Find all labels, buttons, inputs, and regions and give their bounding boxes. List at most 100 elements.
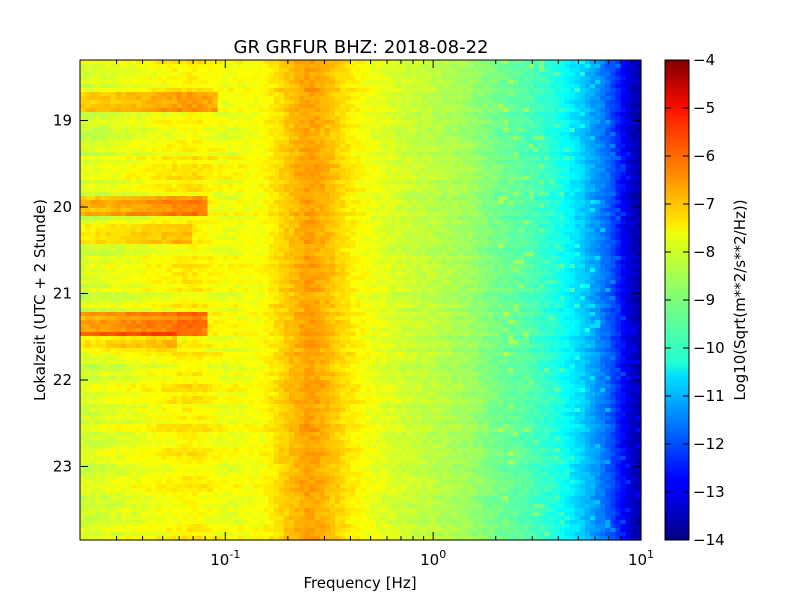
heatmap-cell: [350, 204, 356, 209]
heatmap-cell: [192, 160, 198, 165]
heatmap-cell: [416, 212, 423, 217]
heatmap-cell: [416, 168, 423, 173]
heatmap-cell: [258, 88, 265, 93]
heatmap-cell: [380, 144, 387, 149]
heatmap-cell: [171, 88, 178, 93]
heatmap-cell: [533, 236, 540, 241]
heatmap-cell: [564, 116, 571, 121]
heatmap-cell: [610, 112, 617, 117]
heatmap-cell: [299, 76, 305, 81]
heatmap-cell: [233, 128, 239, 133]
heatmap-cell: [258, 212, 265, 217]
heatmap-cell: [595, 68, 601, 73]
heatmap-cell: [528, 84, 535, 89]
heatmap-cell: [233, 144, 239, 149]
heatmap-cell: [605, 116, 611, 121]
heatmap-cell: [238, 168, 244, 173]
heatmap-cell: [248, 84, 254, 89]
heatmap-cell: [151, 128, 158, 133]
heatmap-cell: [579, 184, 586, 189]
heatmap-cell: [406, 104, 413, 109]
heatmap-cell: [564, 64, 571, 69]
heatmap-cell: [375, 148, 382, 153]
heatmap-cell: [574, 196, 581, 201]
heatmap-cell: [406, 92, 413, 97]
heatmap-cell: [80, 180, 86, 185]
heatmap-cell: [635, 128, 642, 133]
heatmap-cell: [161, 112, 168, 117]
heatmap-cell: [233, 220, 239, 225]
heatmap-cell: [90, 208, 96, 213]
heatmap-cell: [156, 176, 163, 181]
heatmap-cell: [120, 80, 127, 85]
heatmap-cell: [273, 172, 280, 177]
heatmap-cell: [284, 228, 290, 233]
heatmap-cell: [482, 128, 489, 133]
heatmap-cell: [544, 184, 550, 189]
heatmap-cell: [457, 224, 464, 229]
heatmap-cell: [299, 144, 305, 149]
heatmap-cell: [120, 152, 127, 157]
heatmap-cell: [85, 164, 91, 169]
heatmap-cell: [605, 152, 611, 157]
heatmap-cell: [605, 84, 611, 89]
heatmap-cell: [533, 96, 540, 101]
heatmap-cell: [355, 136, 362, 141]
heatmap-cell: [411, 120, 418, 125]
heatmap-cell: [416, 116, 423, 121]
heatmap-cell: [447, 228, 453, 233]
heatmap-cell: [120, 92, 127, 97]
heatmap-cell: [498, 76, 504, 81]
heatmap-cell: [437, 172, 443, 177]
heatmap-cell: [90, 156, 96, 161]
heatmap-cell: [141, 84, 147, 89]
heatmap-cell: [141, 192, 147, 197]
heatmap-cell: [498, 68, 504, 73]
heatmap-cell: [187, 220, 193, 225]
heatmap-cell: [105, 204, 112, 209]
heatmap-cell: [406, 212, 413, 217]
heatmap-cell: [503, 120, 509, 125]
heatmap-cell: [192, 192, 198, 197]
heatmap-cell: [615, 64, 622, 69]
heatmap-cell: [630, 64, 637, 69]
heatmap-cell: [569, 152, 576, 157]
heatmap-cell: [615, 156, 622, 161]
heatmap-cell: [156, 188, 163, 193]
heatmap-cell: [110, 124, 117, 129]
heatmap-cell: [620, 60, 627, 65]
heatmap-cell: [600, 172, 606, 177]
heatmap-cell: [110, 204, 117, 209]
heatmap-cell: [329, 88, 336, 93]
heatmap-cell: [85, 212, 91, 217]
heatmap-cell: [233, 80, 239, 85]
heatmap-cell: [284, 156, 290, 161]
heatmap-cell: [95, 216, 101, 221]
heatmap-cell: [472, 100, 479, 105]
heatmap-cell: [141, 240, 147, 245]
heatmap-cell: [421, 212, 428, 217]
heatmap-cell: [110, 224, 117, 229]
heatmap-cell: [345, 124, 351, 129]
heatmap-cell: [268, 112, 275, 117]
heatmap-cell: [472, 60, 479, 65]
heatmap-cell: [488, 168, 494, 173]
heatmap-cell: [243, 188, 249, 193]
heatmap-cell: [166, 112, 173, 117]
heatmap-cell: [396, 228, 402, 233]
heatmap-cell: [248, 68, 254, 73]
heatmap-cell: [437, 160, 443, 165]
heatmap-cell: [590, 172, 596, 177]
heatmap-cell: [176, 172, 183, 177]
heatmap-cell: [243, 116, 249, 121]
heatmap-cell: [243, 148, 249, 153]
heatmap-cell: [171, 136, 178, 141]
heatmap-cell: [207, 72, 214, 77]
heatmap-cell: [156, 232, 163, 237]
heatmap-cell: [273, 88, 280, 93]
heatmap-cell: [421, 112, 428, 117]
heatmap-cell: [574, 204, 581, 209]
heatmap-cell: [345, 152, 351, 157]
heatmap-cell: [253, 156, 260, 161]
heatmap-cell: [462, 220, 469, 225]
